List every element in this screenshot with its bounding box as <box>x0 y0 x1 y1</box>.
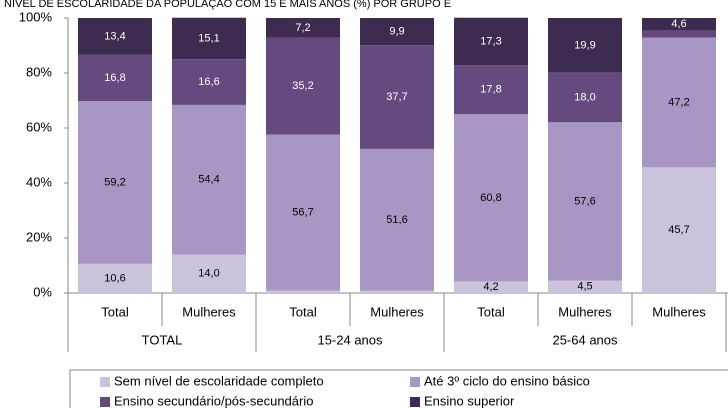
bar-segment <box>172 59 246 105</box>
legend-label: Ensino secundário/pós-secundário <box>114 393 313 408</box>
bar-segment <box>642 167 716 293</box>
value-label: 56,7 <box>292 206 313 218</box>
value-label: 45,7 <box>668 224 689 236</box>
bar-segment <box>78 101 152 264</box>
y-tick-label: 0% <box>33 284 52 299</box>
bar-segment <box>454 114 528 282</box>
value-label: 35,2 <box>292 80 313 92</box>
bar-segment <box>360 290 434 293</box>
y-tick-label: 60% <box>26 119 52 134</box>
bar-segment <box>360 148 434 291</box>
value-label: 37,7 <box>386 91 407 103</box>
value-label: 13,4 <box>104 30 125 42</box>
bar-segment <box>266 18 340 38</box>
x-tick-label: Mulheres <box>370 304 424 319</box>
y-tick-label: 40% <box>26 174 52 189</box>
value-label: 54,4 <box>198 174 219 186</box>
legend-label: Sem nível de escolaridade completo <box>114 373 324 388</box>
value-label: 4,6 <box>671 18 686 30</box>
bar-segment <box>266 37 340 135</box>
bar-segment <box>548 72 622 123</box>
value-label: 16,8 <box>104 72 125 84</box>
bar-segment <box>78 263 152 293</box>
bar-segment <box>172 17 246 60</box>
y-tick-label: 100% <box>19 9 53 24</box>
bar-segment <box>548 18 622 73</box>
bar-segment <box>642 37 716 168</box>
x-tick-label: Mulheres <box>652 304 706 319</box>
bar-segment <box>78 18 152 55</box>
bar-segment <box>266 290 340 293</box>
bar-segment <box>266 134 340 291</box>
legend-swatch <box>410 377 420 387</box>
x-tick-label: Mulheres <box>182 304 236 319</box>
value-label: 17,8 <box>480 84 501 96</box>
legend-label: Até 3º ciclo do ensino básico <box>424 373 590 388</box>
value-label: 4,5 <box>577 281 592 293</box>
bar-segment <box>642 30 716 38</box>
value-label: 57,6 <box>574 195 595 207</box>
group-label: 15-24 anos <box>317 332 383 347</box>
x-tick-label: Total <box>289 304 317 319</box>
legend-swatch <box>100 377 110 387</box>
value-label: 51,6 <box>386 214 407 226</box>
bar-segment <box>454 17 528 66</box>
bar-segment <box>78 54 152 102</box>
bar-segment <box>360 18 434 46</box>
legend-label: Ensino superior <box>424 393 515 408</box>
value-label: 16,6 <box>198 76 219 88</box>
bar-segment <box>360 45 434 149</box>
x-tick-label: Total <box>101 304 129 319</box>
value-label: 4,2 <box>483 281 498 293</box>
value-label: 9,9 <box>389 26 404 38</box>
bar-segment <box>642 18 716 31</box>
group-label: 25-64 anos <box>552 332 618 347</box>
value-label: 10,6 <box>104 272 125 284</box>
y-tick-label: 80% <box>26 64 52 79</box>
value-label: 59,2 <box>104 176 125 188</box>
bar-segment <box>172 104 246 255</box>
bar-segment <box>548 122 622 281</box>
chart-title: NÍVEL DE ESCOLARIDADE DA POPULAÇÃO COM 1… <box>4 0 451 10</box>
bar-segment <box>454 65 528 115</box>
x-tick-label: Mulheres <box>558 304 612 319</box>
x-tick-label: Total <box>477 304 505 319</box>
bar-segment <box>548 280 622 293</box>
bar-segment <box>172 254 246 293</box>
value-label: 15,1 <box>198 32 219 44</box>
bar-segment <box>454 281 528 293</box>
value-label: 7,2 <box>295 22 310 34</box>
legend-swatch <box>410 397 420 407</box>
value-label: 47,2 <box>668 96 689 108</box>
value-label: 60,8 <box>480 192 501 204</box>
value-label: 14,0 <box>198 268 219 280</box>
legend-swatch <box>100 397 110 407</box>
group-label: TOTAL <box>142 332 183 347</box>
value-label: 18,0 <box>574 91 595 103</box>
y-tick-label: 20% <box>26 229 52 244</box>
legend-box <box>69 369 728 408</box>
value-label: 19,9 <box>574 39 595 51</box>
value-label: 17,3 <box>480 35 501 47</box>
